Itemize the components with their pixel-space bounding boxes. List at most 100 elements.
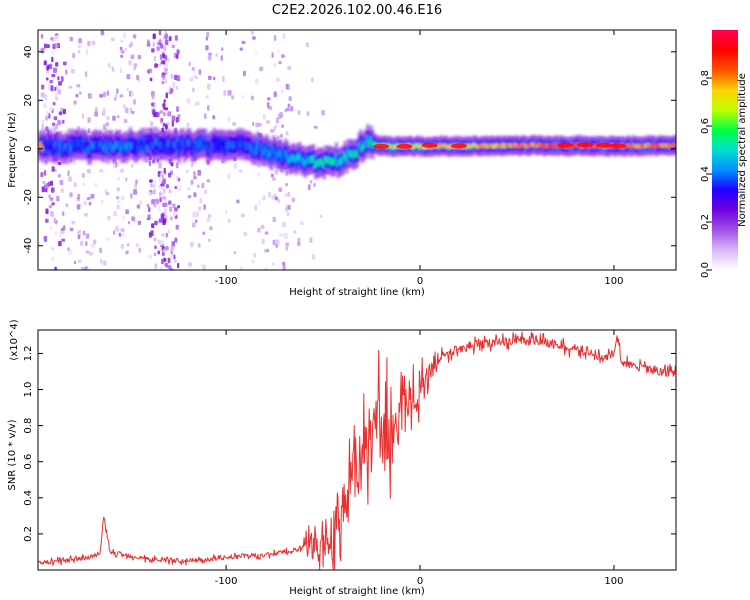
spectrogram-ridge-core [512, 143, 517, 148]
spectrogram-noise-cell [166, 70, 169, 76]
spectrogram-ridge-core [170, 143, 175, 150]
spectrogram-noise-cell [162, 202, 166, 208]
snr-x-tick-label: -100 [215, 576, 238, 587]
spectrogram-ridge-core [339, 157, 344, 165]
spectrogram-noise-cell [191, 162, 194, 168]
spectrogram-ridge-core [374, 142, 379, 147]
spectrogram-noise-cell [51, 247, 55, 251]
spectrogram-noise-cell [150, 121, 154, 127]
spectrogram-noise-cell [49, 180, 54, 186]
spectrogram-noise-cell [161, 251, 165, 256]
spectrogram-ridge-core [497, 143, 501, 148]
spectrogram-noise-cell [280, 89, 284, 94]
spectrogram-noise-cell [192, 222, 196, 228]
spectrogram-noise-cell [163, 112, 166, 117]
spectrogram-ridge-core [343, 152, 347, 159]
spectrogram-noise-cell [118, 232, 122, 237]
spectrogram-noise-cell [165, 232, 169, 238]
spectrogram-ridge-core [355, 150, 360, 158]
spectrogram-noise-cell [103, 91, 106, 98]
spectrogram-ridge-core [477, 144, 482, 150]
spectrogram-noise-cell [41, 84, 45, 90]
spectrogram-noise-cell [89, 251, 93, 256]
spectrogram-noise-cell [156, 41, 160, 46]
spectrogram-noise-cell [163, 167, 166, 174]
spectrogram-noise-cell [147, 39, 150, 46]
spectrogram-noise-cell [115, 196, 120, 200]
spectrogram-noise-cell [288, 96, 292, 101]
spectrogram-noise-cell [242, 70, 246, 77]
spectrogram-noise-cell [283, 232, 288, 239]
spectrogram-noise-cell [43, 235, 48, 242]
spectrogram-noise-cell [158, 38, 162, 44]
spectrogram-ridge-core [327, 157, 332, 164]
spectrogram-noise-cell [90, 194, 95, 199]
spectrogram-noise-cell [79, 91, 82, 95]
spectrogram-noise-cell [305, 42, 310, 48]
spectrogram-noise-cell [168, 189, 172, 194]
spectrogram-noise-cell [51, 56, 54, 63]
spectrogram-noise-cell [149, 77, 153, 82]
spectrogram-ridge-core [540, 143, 545, 148]
spectrogram-noise-cell [50, 85, 54, 91]
spectrogram-noise-cell [167, 257, 171, 264]
colorbar-gradient [712, 30, 738, 270]
spectrogram-noise-cell [170, 216, 173, 221]
spectrogram-noise-cell [271, 195, 275, 200]
spectrogram-ridge-core [467, 143, 471, 148]
spectrogram-noise-cell [55, 62, 59, 67]
spectrogram-noise-cell [277, 198, 281, 203]
spectrogram-ridge-core [554, 142, 559, 147]
spectrogram-noise-cell [76, 204, 81, 210]
spectrogram-noise-cell [68, 85, 73, 89]
spectrogram-noise-cell [54, 168, 57, 172]
spectrogram-noise-cell [236, 199, 240, 204]
spectrogram-y-tick-label: 20 [23, 94, 34, 107]
spectrogram-ridge-core [97, 142, 101, 149]
spectrogram-noise-cell [91, 40, 96, 46]
snr-frame [37, 329, 677, 571]
snr-y-label: SNR (10 * v/v) [7, 419, 18, 490]
spectrogram-noise-cell [164, 39, 169, 46]
spectrogram-ridge-core [139, 140, 143, 148]
spectrogram-noise-cell [125, 107, 129, 114]
spectrogram-noise-cell [50, 37, 54, 41]
spectrogram-noise-cell [137, 54, 142, 60]
spectrogram-noise-cell [161, 233, 165, 237]
spectrogram-noise-cell [250, 95, 254, 101]
spectrogram-noise-cell [274, 169, 279, 175]
spectrogram-noise-cell [189, 77, 194, 82]
spectrogram-noise-cell [206, 31, 210, 38]
spectrogram-noise-cell [198, 206, 202, 211]
spectrogram-ridge-core [161, 141, 166, 149]
spectrogram-noise-cell [267, 97, 271, 101]
spectrogram-noise-cell [127, 221, 131, 225]
colorbar-tick-label: 0.0 [700, 262, 711, 278]
spectrogram-x-tick-label: -100 [215, 276, 238, 287]
spectrogram-ridge-core [100, 144, 105, 151]
spectrogram-ridge-core [673, 142, 676, 147]
spectrogram-ridge-core [154, 138, 159, 146]
spectrogram-noise-cell [313, 182, 316, 188]
spectrogram-ridge-core [486, 144, 490, 149]
spectrogram-noise-cell [152, 183, 156, 189]
spectrogram-noise-cell [42, 180, 46, 185]
spectrogram-noise-cell [225, 209, 228, 215]
spectrogram-noise-cell [220, 55, 223, 62]
spectrogram-noise-cell [55, 85, 59, 90]
spectrogram-noise-cell [51, 74, 56, 78]
spectrogram-noise-cell [119, 94, 124, 98]
spectrogram-noise-cell [297, 241, 301, 247]
spectrogram-noise-cell [193, 171, 196, 177]
spectrogram-y-tick-label: -40 [23, 238, 34, 254]
spectrogram-noise-cell [283, 33, 286, 40]
spectrogram-noise-cell [46, 77, 49, 81]
spectrogram-noise-cell [41, 123, 44, 129]
spectrogram-noise-cell [233, 163, 238, 169]
spectrogram-noise-cell [51, 122, 56, 126]
spectrogram-noise-cell [157, 250, 161, 255]
spectrogram-noise-cell [59, 180, 64, 185]
spectrogram-noise-cell [273, 91, 277, 98]
spectrogram-noise-cell [132, 270, 135, 276]
spectrogram-noise-cell [171, 115, 176, 122]
